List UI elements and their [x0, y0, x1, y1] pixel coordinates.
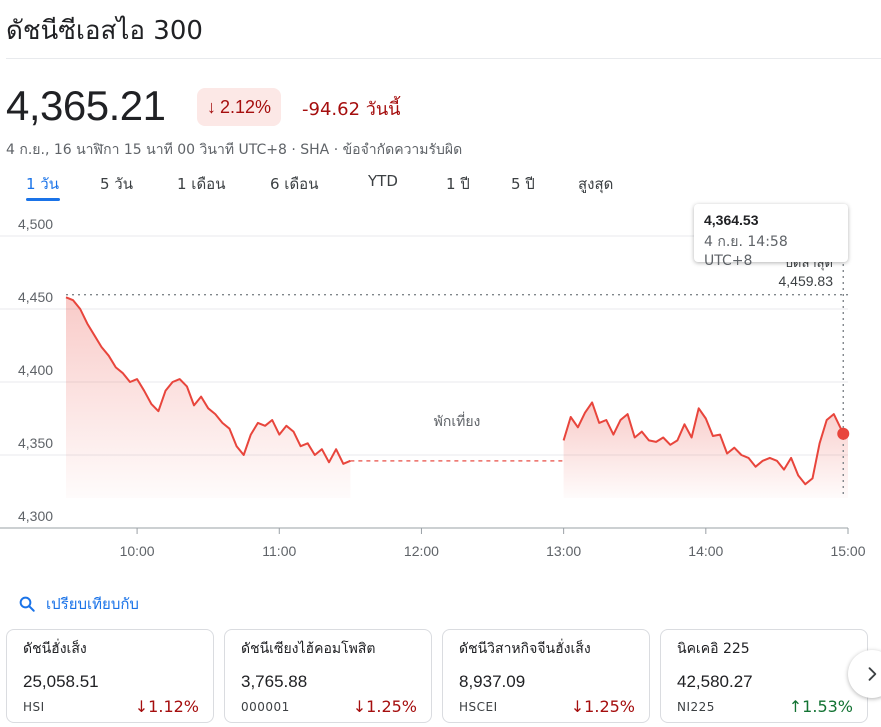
- x-tick-label: 11:00: [262, 543, 296, 559]
- index-name: ดัชนีฮั่งเส็ง: [23, 641, 87, 657]
- index-change-value: 1.25%: [366, 697, 417, 716]
- morning-session-area: [66, 297, 351, 498]
- tooltip-value: 4,364.53: [704, 212, 759, 228]
- index-change: ↓1.12%: [135, 697, 199, 716]
- tooltip-time: 4 ก.ย. 14:58 UTC+8: [704, 234, 788, 269]
- arrow-down-icon: ↓: [352, 697, 367, 716]
- previous-close-value: 4,459.83: [778, 273, 834, 289]
- index-change: ↑1.53%: [789, 697, 853, 716]
- tab-6-month[interactable]: 6 เดือน: [270, 175, 319, 193]
- index-price: 25,058.51: [23, 672, 99, 691]
- arrow-down-icon: ↓: [134, 697, 149, 716]
- chart-tooltip: 4,364.53 4 ก.ย. 14:58 UTC+8: [694, 204, 848, 269]
- index-price: 8,937.09: [459, 672, 526, 691]
- index-price: 42,580.27: [677, 672, 753, 691]
- current-price: 4,365.21: [6, 82, 166, 129]
- afternoon-session-area: [563, 402, 848, 498]
- x-tick-label: 10:00: [120, 543, 155, 559]
- arrow-down-icon: ↓: [207, 96, 216, 117]
- y-tick-label: 4,300: [18, 508, 53, 524]
- compare-label: เปรียบเทียบกับ: [46, 595, 139, 613]
- tab-1-day[interactable]: 1 วัน: [26, 175, 59, 193]
- index-name: ดัชนีวิสาหกิจจีนฮั่งเส็ง: [459, 641, 591, 657]
- index-name: นิคเคอิ 225: [677, 641, 750, 657]
- index-symbol: NI225: [677, 700, 715, 714]
- lunch-break-label: พักเที่ยง: [434, 412, 481, 430]
- next-cards-button[interactable]: [848, 650, 881, 698]
- index-symbol: HSCEI: [459, 700, 498, 714]
- price-chart[interactable]: 4,500 4,450 4,400 4,350 4,300 10:00 11:00 12:00…: [0, 200, 881, 580]
- index-card-ni225[interactable]: นิคเคอิ 225 42,580.27 NI225 ↑1.53%: [660, 629, 868, 723]
- index-change-value: 1.12%: [148, 697, 199, 716]
- x-tick-label: 13:00: [546, 543, 581, 559]
- index-card-000001[interactable]: ดัชนีเซียงไฮ้คอมโพสิต 3,765.88 000001 ↓1…: [224, 629, 432, 723]
- index-symbol: 000001: [241, 700, 290, 714]
- index-price: 3,765.88: [241, 672, 308, 691]
- index-name: ดัชนีเซียงไฮ้คอมโพสิต: [241, 641, 376, 657]
- tab-1-year[interactable]: 1 ปี: [446, 175, 470, 193]
- tab-5-year[interactable]: 5 ปี: [511, 175, 535, 193]
- x-tick-label: 14:00: [688, 543, 723, 559]
- active-tab-indicator: [26, 198, 60, 201]
- x-tick-label: 12:00: [404, 543, 439, 559]
- y-tick-label: 4,450: [18, 289, 53, 305]
- morning-session-line: [65, 296, 351, 465]
- tab-5-day[interactable]: 5 วัน: [100, 175, 133, 193]
- change-percent: 2.12%: [220, 96, 272, 117]
- change-percent-badge: ↓ 2.12%: [197, 88, 282, 126]
- arrow-up-icon: ↑: [788, 697, 803, 716]
- hover-point: [837, 427, 850, 440]
- index-card-hscei[interactable]: ดัชนีวิสาหกิจจีนฮั่งเส็ง 8,937.09 HSCEI …: [442, 629, 650, 723]
- price-meta: 4 ก.ย., 16 นาฬิกา 15 นาที 00 วินาที UTC+…: [6, 142, 463, 158]
- index-change: ↓1.25%: [353, 697, 417, 716]
- arrow-down-icon: ↓: [570, 697, 585, 716]
- index-card-hsi[interactable]: ดัชนีฮั่งเส็ง 25,058.51 HSI ↓1.12%: [6, 629, 214, 723]
- y-tick-label: 4,350: [18, 435, 53, 451]
- afternoon-session-line: [562, 401, 849, 486]
- compare-button[interactable]: เปรียบเทียบกับ: [18, 592, 139, 616]
- tab-1-month[interactable]: 1 เดือน: [177, 175, 226, 193]
- search-icon: [19, 596, 35, 612]
- tab-ytd[interactable]: YTD: [368, 172, 398, 190]
- tab-max[interactable]: สูงสุด: [578, 175, 614, 193]
- index-change: ↓1.25%: [571, 697, 635, 716]
- x-tick-label: 15:00: [830, 543, 865, 559]
- chevron-right-icon: [868, 667, 877, 681]
- change-absolute: -94.62 วันนี้: [302, 99, 401, 120]
- y-tick-label: 4,400: [18, 362, 53, 378]
- page-title: ดัชนีซีเอสไอ 300: [6, 16, 203, 46]
- index-symbol: HSI: [23, 700, 45, 714]
- y-tick-label: 4,500: [18, 216, 53, 232]
- title-divider: [6, 58, 881, 59]
- index-change-value: 1.53%: [802, 697, 853, 716]
- index-change-value: 1.25%: [584, 697, 635, 716]
